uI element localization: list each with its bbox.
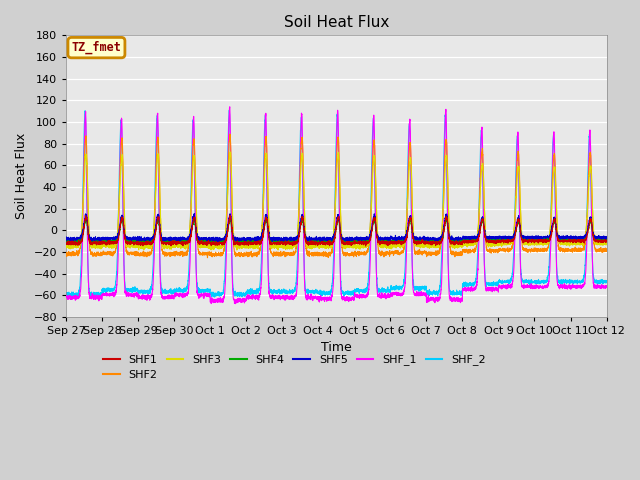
SHF_1	[458, 297, 465, 303]
Text: TZ_fmet: TZ_fmet	[72, 41, 122, 54]
SHF_2	[458, 290, 465, 296]
SHF_2	[159, 288, 167, 294]
SHF2	[204, 255, 211, 261]
X-axis label: Time: Time	[321, 341, 352, 354]
Line: SHF_1: SHF_1	[66, 107, 607, 304]
SHF4	[602, 236, 610, 241]
SHF4	[316, 239, 324, 244]
SHF4	[226, 215, 234, 220]
SHF1	[428, 240, 435, 246]
SHF3	[159, 242, 167, 248]
SHF5	[603, 234, 611, 240]
SHF4	[428, 240, 435, 245]
SHF4	[174, 241, 182, 247]
SHF5	[458, 236, 465, 241]
SHF4	[62, 238, 70, 243]
SHF3	[227, 149, 234, 155]
SHF5	[428, 236, 435, 242]
SHF3	[316, 242, 324, 248]
SHF2	[458, 251, 465, 256]
SHF2	[226, 131, 234, 137]
SHF_2	[603, 279, 611, 285]
SHF_1	[488, 289, 496, 295]
SHF4	[458, 239, 465, 244]
SHF1	[603, 239, 611, 245]
SHF_1	[232, 301, 239, 307]
SHF_1	[62, 294, 70, 300]
SHF_1	[316, 297, 324, 303]
SHF3	[488, 240, 496, 246]
SHF5	[602, 235, 610, 240]
SHF2	[159, 249, 167, 254]
SHF2	[602, 248, 610, 254]
SHF_2	[602, 280, 610, 286]
SHF3	[458, 242, 465, 248]
SHF5	[191, 211, 198, 216]
SHF2	[62, 250, 70, 255]
SHF5	[488, 236, 496, 242]
SHF2	[488, 248, 496, 253]
SHF4	[603, 236, 611, 242]
SHF1	[488, 240, 496, 246]
SHF1	[159, 240, 167, 246]
SHF_2	[225, 108, 233, 113]
SHF_2	[211, 294, 218, 300]
SHF_2	[62, 291, 70, 297]
Legend: SHF1, SHF2, SHF3, SHF4, SHF5, SHF_1, SHF_2: SHF1, SHF2, SHF3, SHF4, SHF5, SHF_1, SHF…	[99, 350, 490, 384]
SHF2	[428, 252, 435, 258]
Line: SHF4: SHF4	[66, 217, 607, 244]
Title: Soil Heat Flux: Soil Heat Flux	[284, 15, 389, 30]
SHF4	[488, 237, 496, 242]
SHF_1	[226, 104, 234, 109]
SHF1	[602, 237, 610, 243]
SHF5	[159, 237, 167, 242]
Line: SHF1: SHF1	[66, 216, 607, 246]
Y-axis label: Soil Heat Flux: Soil Heat Flux	[15, 133, 28, 219]
SHF_2	[428, 290, 435, 296]
SHF1	[62, 240, 70, 246]
SHF3	[274, 247, 282, 253]
SHF2	[603, 248, 611, 254]
SHF1	[316, 241, 324, 247]
Line: SHF3: SHF3	[66, 152, 607, 250]
Line: SHF5: SHF5	[66, 214, 607, 242]
SHF1	[362, 243, 369, 249]
SHF_2	[488, 283, 496, 288]
SHF_1	[602, 283, 610, 288]
SHF_2	[316, 291, 324, 297]
SHF_1	[159, 295, 167, 301]
SHF_1	[428, 296, 435, 301]
SHF5	[210, 239, 218, 245]
Line: SHF_2: SHF_2	[66, 110, 607, 297]
SHF5	[62, 236, 70, 241]
SHF2	[316, 251, 324, 257]
SHF3	[603, 241, 611, 247]
SHF5	[316, 236, 324, 242]
SHF3	[428, 244, 435, 250]
SHF3	[602, 241, 610, 247]
SHF_1	[603, 284, 611, 290]
Line: SHF2: SHF2	[66, 134, 607, 258]
SHF1	[458, 240, 465, 246]
SHF4	[159, 239, 167, 245]
SHF1	[226, 213, 234, 218]
SHF3	[62, 242, 70, 248]
